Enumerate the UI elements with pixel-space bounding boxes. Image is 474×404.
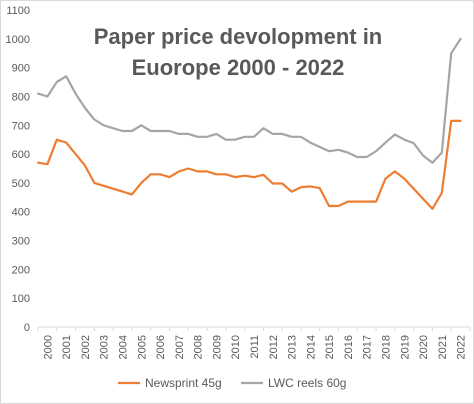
- x-tick-label: 2016: [343, 335, 355, 359]
- y-tick-label: 400: [12, 207, 30, 219]
- x-tick-label: 2020: [418, 335, 430, 359]
- x-tick-label: 2004: [118, 335, 130, 359]
- x-tick-label: 2019: [399, 335, 411, 359]
- x-tick-label: 2002: [80, 335, 92, 359]
- y-tick-label: 1000: [6, 34, 30, 46]
- y-tick-label: 900: [12, 63, 30, 75]
- x-tick-label: 2007: [174, 335, 186, 359]
- chart-title-line: Paper price devolopment in: [94, 24, 383, 49]
- chart-title: Paper price devolopment in Euorope 2000 -…: [94, 24, 383, 80]
- x-tick-label: 2008: [193, 335, 205, 359]
- series-line-lwc: [36, 37, 462, 164]
- y-tick-label: 1100: [6, 5, 30, 17]
- x-tick-label: 2005: [136, 335, 148, 359]
- legend: Newsprint 45g LWC reels 60g: [118, 376, 346, 390]
- x-tick-label: 2006: [155, 335, 167, 359]
- x-tick-label: 2009: [211, 335, 223, 359]
- y-tick-label: 800: [12, 91, 30, 103]
- x-tick-label: 2021: [437, 335, 449, 359]
- x-tick-label: 2022: [456, 335, 468, 359]
- y-tick-label: 0: [24, 322, 30, 334]
- y-tick-label: 200: [12, 264, 30, 276]
- x-tick-label: 2011: [249, 335, 261, 359]
- x-tick-label: 2001: [61, 335, 73, 359]
- y-tick-label: 700: [12, 120, 30, 132]
- series-line-newsprint: [36, 119, 462, 210]
- y-axis: 0 100 200 300 400 500 600 700 800 900 1000 1100: [6, 5, 30, 334]
- y-tick-label: 100: [12, 293, 30, 305]
- chart-title-line: Euorope 2000 - 2022: [132, 55, 345, 80]
- y-tick-label: 600: [12, 149, 30, 161]
- x-tick-label: 2013: [287, 335, 299, 359]
- x-tick-label: 2014: [305, 335, 317, 359]
- legend-label: Newsprint 45g: [145, 376, 222, 390]
- x-axis: 2000 2001 2002 2003 2004 2005 2006 2007 2008 2009…: [37, 326, 471, 359]
- x-tick-label: 2015: [324, 335, 336, 359]
- x-tick-label: 2017: [362, 335, 374, 359]
- y-tick-label: 300: [12, 236, 30, 248]
- x-tick-label: 2003: [99, 335, 111, 359]
- x-tick-label: 2010: [230, 335, 242, 359]
- y-tick-label: 500: [12, 178, 30, 190]
- legend-label: LWC reels 60g: [268, 376, 346, 390]
- series-group: [36, 37, 462, 210]
- x-tick-label: 2012: [268, 335, 280, 359]
- x-tick-label: 2018: [380, 335, 392, 359]
- x-tick-label: 2000: [42, 335, 54, 359]
